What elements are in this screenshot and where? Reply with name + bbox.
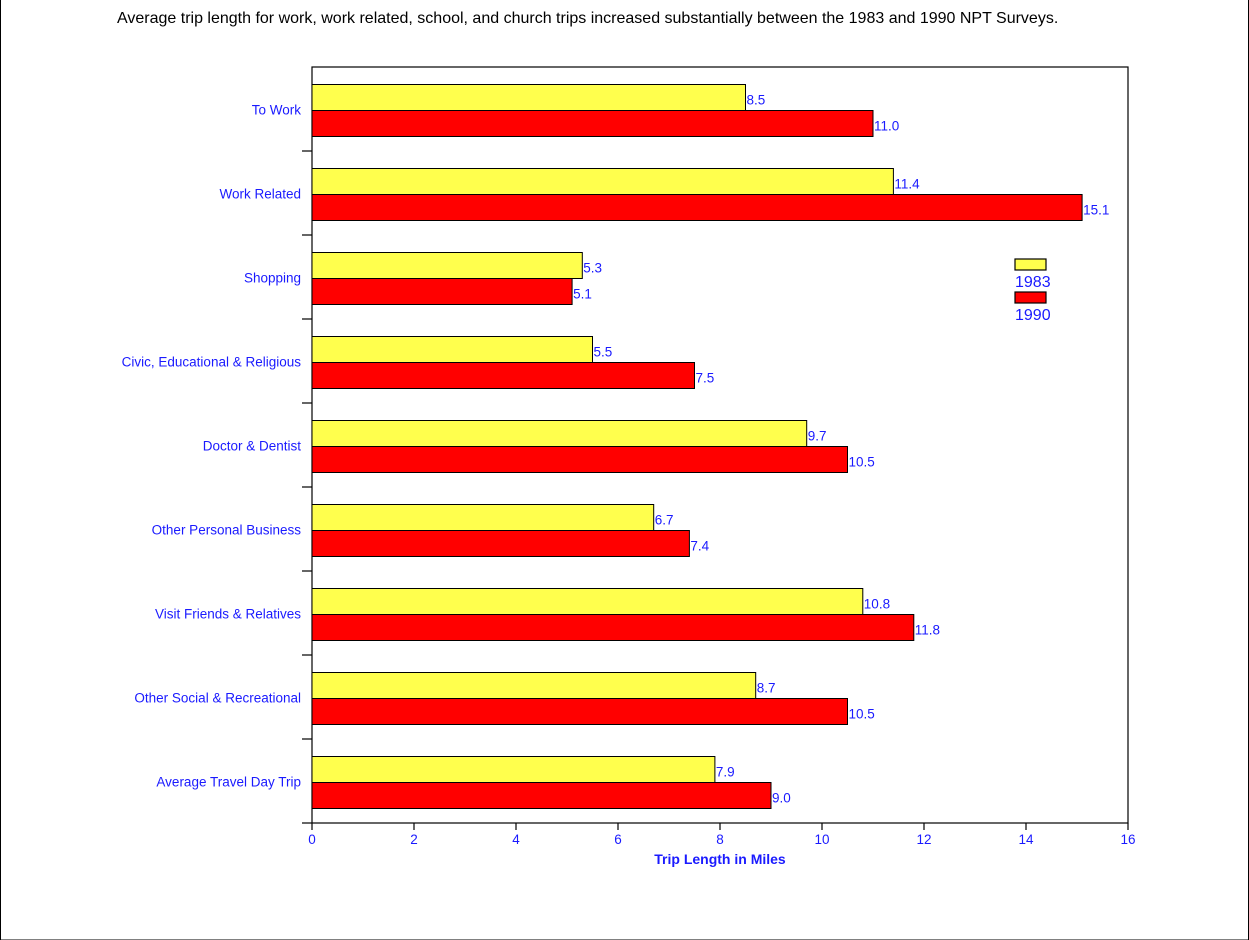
value-label-1983: 10.8 [864,597,890,612]
value-label-1990: 15.1 [1083,203,1109,218]
category-label: Doctor & Dentist [203,439,302,454]
value-label-1983: 8.7 [757,681,776,696]
legend-label-1990: 1990 [1015,307,1051,324]
value-labels: 8.5 11.0 11.4 15.1 5.3 5.1 5.5 7.5 9.7 10.5 6.7 7.4… [573,93,1109,806]
value-label-1990: 5.1 [573,287,592,302]
bars [311,84,1083,809]
value-label-1990: 11.0 [874,119,899,134]
x-axis-title: Trip Length in Miles [654,851,786,867]
x-tick-labels: 0 2 4 6 8 10 12 14 16 [308,832,1135,847]
bar-1983 [311,84,746,111]
x-tick-label: 14 [1018,832,1034,847]
value-label-1983: 6.7 [655,513,674,528]
x-tick-label: 8 [716,832,724,847]
bar-1990 [311,110,874,137]
bar-1990 [311,362,695,389]
bar-1983 [311,588,864,615]
value-label-1983: 8.5 [747,93,766,108]
category-label: Visit Friends & Relatives [155,607,301,622]
category-label: Average Travel Day Trip [156,775,301,790]
category-label: Other Personal Business [152,523,302,538]
bar-1990 [311,698,848,725]
value-label-1990: 11.8 [915,623,940,638]
category-label: To Work [252,103,302,118]
bar-1990 [311,530,690,557]
category-labels: To Work Work Related Shopping Civic, Educat… [122,103,302,790]
value-label-1983: 11.4 [894,177,920,192]
x-tick-label: 16 [1120,832,1135,847]
legend-swatch-1990 [1014,291,1047,304]
x-tick-label: 6 [614,832,622,847]
x-tick-label: 12 [916,832,931,847]
value-label-1990: 7.4 [690,539,709,554]
value-label-1983: 5.3 [583,261,602,276]
bar-1983 [311,756,716,783]
legend-label-1983: 1983 [1015,274,1051,291]
category-label: Civic, Educational & Religious [122,355,302,370]
bar-1990 [311,614,915,641]
category-label: Work Related [219,187,301,202]
bar-1983 [311,504,655,531]
x-tick-label: 2 [410,832,418,847]
bar-1990 [311,194,1083,221]
bar-1990 [311,782,772,809]
value-label-1983: 7.9 [716,765,735,780]
chart-caption: Average trip length for work, work relat… [117,10,1059,27]
bar-1990 [311,446,848,473]
value-label-1990: 9.0 [772,791,791,806]
bar-1983 [311,420,808,447]
x-tick-label: 4 [512,832,520,847]
category-label: Other Social & Recreational [134,691,301,706]
category-label: Shopping [244,271,301,286]
value-label-1990: 10.5 [849,707,875,722]
legend-swatch-1983 [1014,258,1047,271]
x-tick-label: 10 [814,832,829,847]
bar-1983 [311,672,757,699]
value-label-1983: 5.5 [594,345,613,360]
bar-1983 [311,252,583,279]
x-tick-label: 0 [308,832,316,847]
bar-1983 [311,336,593,363]
value-label-1990: 7.5 [696,371,715,386]
value-label-1983: 9.7 [808,429,827,444]
bar-1983 [311,168,894,195]
bar-1990 [311,278,573,305]
value-label-1990: 10.5 [849,455,875,470]
legend: 1983 1990 [1014,258,1051,324]
